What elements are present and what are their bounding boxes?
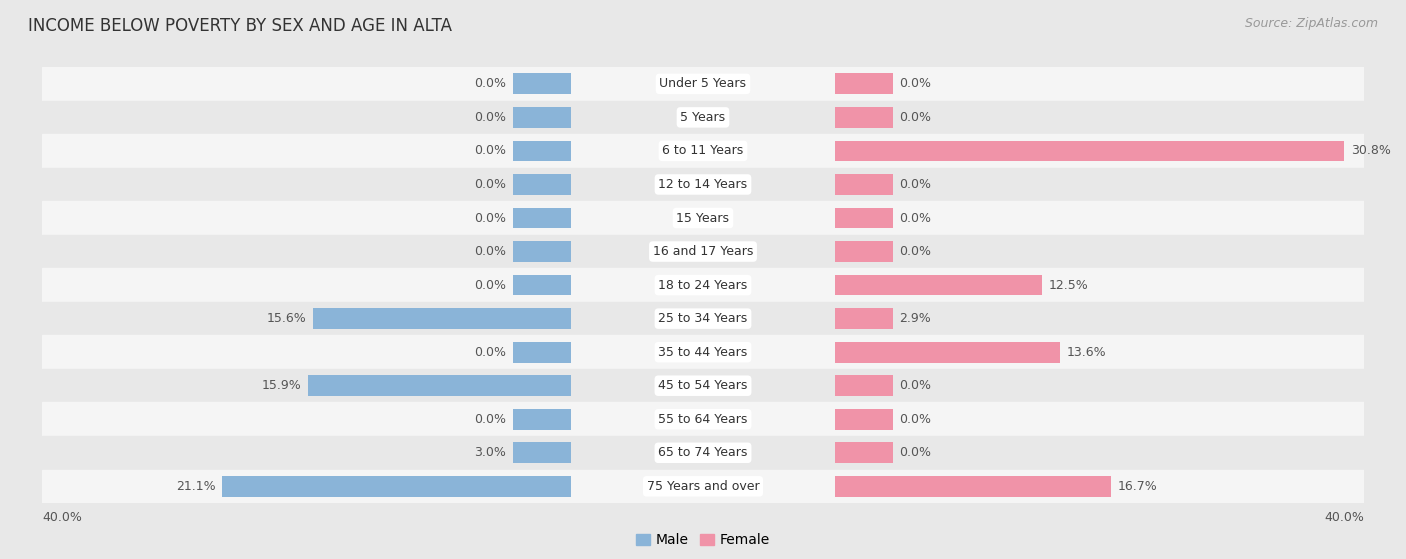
Text: 0.0%: 0.0% — [474, 278, 506, 292]
Text: 0.0%: 0.0% — [900, 446, 932, 459]
Bar — [42, 201, 1364, 235]
Bar — [835, 308, 893, 329]
Text: 0.0%: 0.0% — [900, 111, 932, 124]
Bar — [513, 207, 571, 229]
Bar — [42, 470, 1364, 503]
Bar — [222, 476, 571, 497]
Text: 0.0%: 0.0% — [474, 77, 506, 91]
Text: 0.0%: 0.0% — [900, 77, 932, 91]
Text: 6 to 11 Years: 6 to 11 Years — [662, 144, 744, 158]
Bar — [835, 409, 893, 430]
Text: 0.0%: 0.0% — [474, 111, 506, 124]
Bar — [835, 476, 1111, 497]
Text: 0.0%: 0.0% — [474, 413, 506, 426]
Bar — [42, 268, 1364, 302]
Text: 0.0%: 0.0% — [474, 345, 506, 359]
Bar — [42, 302, 1364, 335]
Text: 55 to 64 Years: 55 to 64 Years — [658, 413, 748, 426]
Text: 3.0%: 3.0% — [475, 446, 506, 459]
Bar — [42, 168, 1364, 201]
Bar — [42, 134, 1364, 168]
Bar — [42, 101, 1364, 134]
Bar — [513, 140, 571, 162]
Text: 5 Years: 5 Years — [681, 111, 725, 124]
Bar — [42, 67, 1364, 101]
Bar — [835, 207, 893, 229]
Bar — [513, 274, 571, 296]
Text: 0.0%: 0.0% — [474, 211, 506, 225]
Text: 40.0%: 40.0% — [1324, 511, 1364, 524]
Text: 40.0%: 40.0% — [42, 511, 82, 524]
Bar — [835, 375, 893, 396]
Bar — [42, 235, 1364, 268]
Text: 16.7%: 16.7% — [1118, 480, 1157, 493]
Bar — [513, 174, 571, 195]
Text: 21.1%: 21.1% — [176, 480, 215, 493]
Bar — [513, 107, 571, 128]
Text: 35 to 44 Years: 35 to 44 Years — [658, 345, 748, 359]
Text: 2.9%: 2.9% — [900, 312, 931, 325]
Text: 65 to 74 Years: 65 to 74 Years — [658, 446, 748, 459]
Text: 0.0%: 0.0% — [474, 245, 506, 258]
Text: Source: ZipAtlas.com: Source: ZipAtlas.com — [1244, 17, 1378, 30]
Bar — [513, 342, 571, 363]
Bar — [42, 436, 1364, 470]
Text: 18 to 24 Years: 18 to 24 Years — [658, 278, 748, 292]
Text: 15 Years: 15 Years — [676, 211, 730, 225]
Bar — [835, 241, 893, 262]
Text: 45 to 54 Years: 45 to 54 Years — [658, 379, 748, 392]
Bar — [835, 342, 1060, 363]
Bar — [835, 140, 1344, 162]
Bar — [42, 335, 1364, 369]
Text: 0.0%: 0.0% — [900, 211, 932, 225]
Text: 0.0%: 0.0% — [474, 178, 506, 191]
Text: 15.6%: 15.6% — [267, 312, 307, 325]
Bar — [835, 107, 893, 128]
Bar — [835, 73, 893, 94]
Text: 25 to 34 Years: 25 to 34 Years — [658, 312, 748, 325]
Text: 0.0%: 0.0% — [900, 245, 932, 258]
Bar — [513, 73, 571, 94]
Bar — [835, 274, 1042, 296]
Text: 30.8%: 30.8% — [1351, 144, 1391, 158]
Text: 75 Years and over: 75 Years and over — [647, 480, 759, 493]
Bar — [513, 442, 571, 463]
Text: 13.6%: 13.6% — [1066, 345, 1107, 359]
Text: 12 to 14 Years: 12 to 14 Years — [658, 178, 748, 191]
Legend: Male, Female: Male, Female — [631, 528, 775, 553]
Text: 0.0%: 0.0% — [900, 413, 932, 426]
Bar — [513, 241, 571, 262]
Text: 0.0%: 0.0% — [900, 379, 932, 392]
Text: INCOME BELOW POVERTY BY SEX AND AGE IN ALTA: INCOME BELOW POVERTY BY SEX AND AGE IN A… — [28, 17, 453, 35]
Bar — [513, 409, 571, 430]
Text: 12.5%: 12.5% — [1049, 278, 1088, 292]
Text: 16 and 17 Years: 16 and 17 Years — [652, 245, 754, 258]
Text: 0.0%: 0.0% — [900, 178, 932, 191]
Bar — [42, 402, 1364, 436]
Bar — [314, 308, 571, 329]
Text: 15.9%: 15.9% — [262, 379, 301, 392]
Text: 0.0%: 0.0% — [474, 144, 506, 158]
Bar — [42, 369, 1364, 402]
Bar — [308, 375, 571, 396]
Bar — [835, 174, 893, 195]
Text: Under 5 Years: Under 5 Years — [659, 77, 747, 91]
Bar — [835, 442, 893, 463]
